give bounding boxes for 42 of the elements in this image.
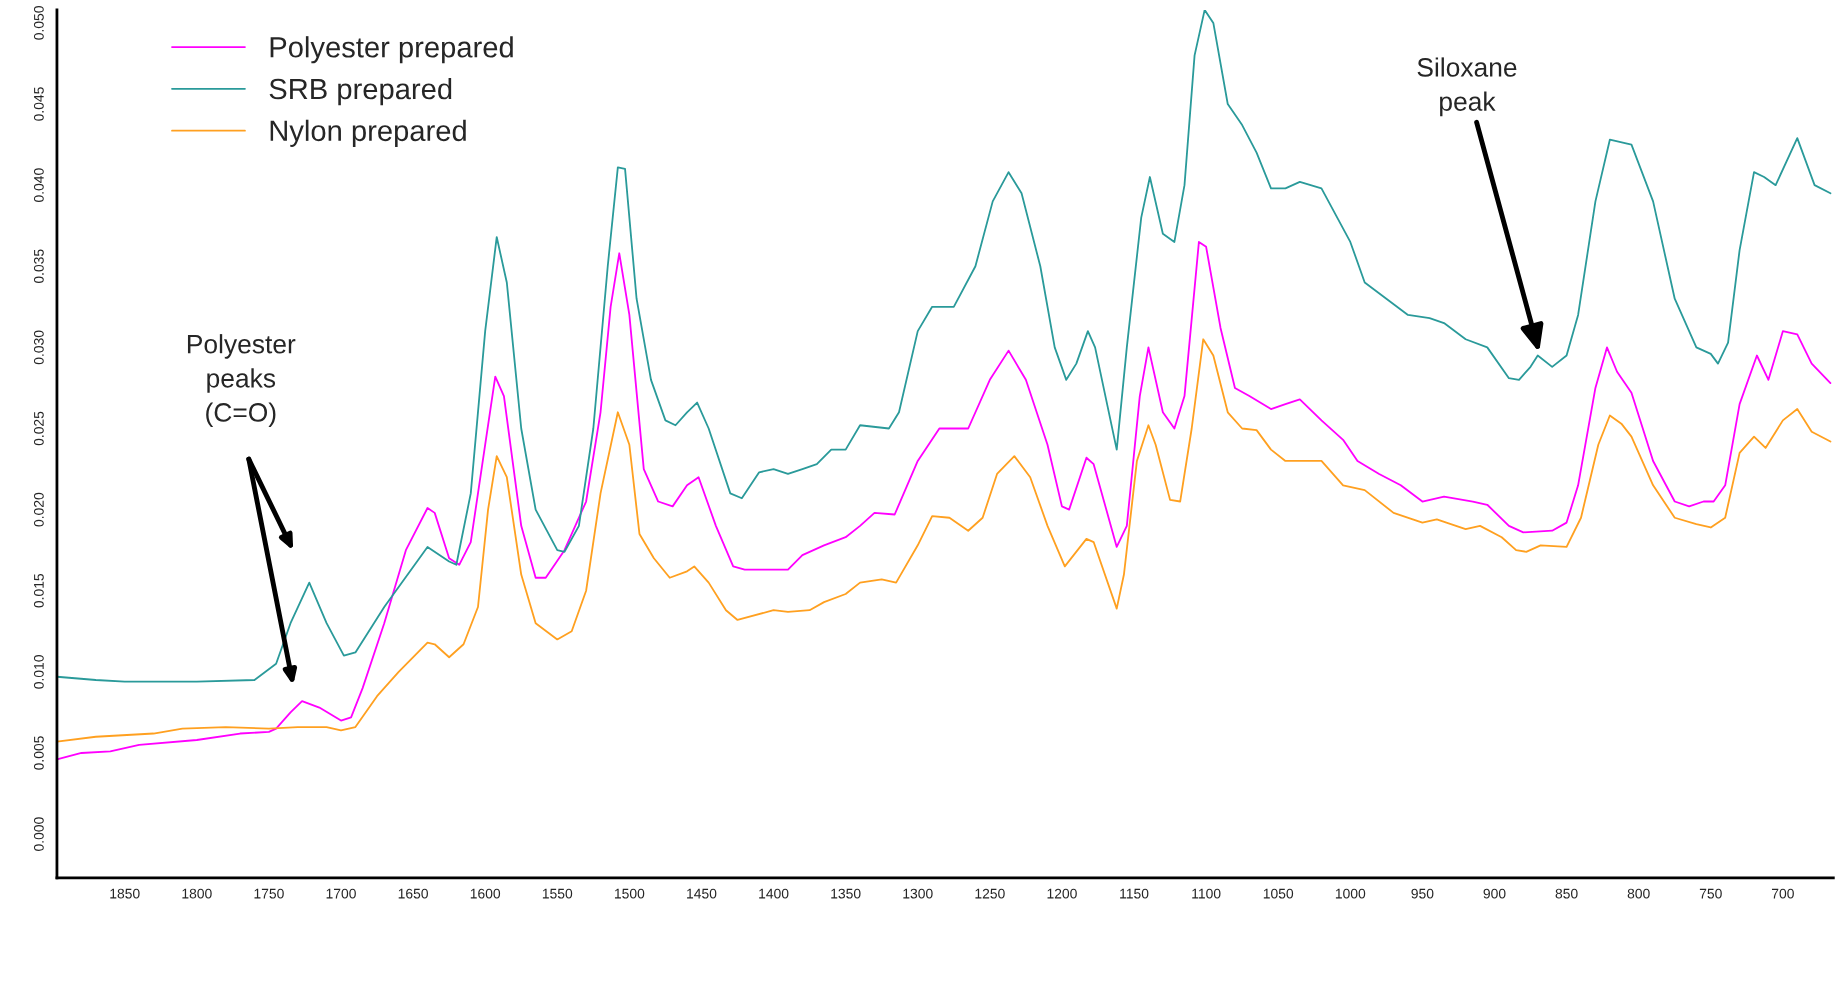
y-tick-label: 0.025 <box>33 411 44 446</box>
x-tick-label: 750 <box>1699 888 1722 899</box>
y-tick-label: 0.050 <box>33 6 44 40</box>
x-tick-label: 900 <box>1483 888 1506 899</box>
x-tick-label: 1350 <box>831 888 861 899</box>
x-tick-label: 1200 <box>1047 888 1077 899</box>
y-tick-label: 0.010 <box>33 655 44 689</box>
annotation: Siloxane peak <box>1417 57 1517 117</box>
x-tick-label: 1650 <box>398 888 428 899</box>
x-tick-label: 1050 <box>1263 888 1294 899</box>
x-tick-label: 800 <box>1627 888 1650 899</box>
x-tick-label: 700 <box>1771 888 1794 899</box>
x-tick-label: 1450 <box>687 888 717 899</box>
x-tick-label: 1800 <box>182 888 212 899</box>
x-tick-label: 1600 <box>470 888 501 899</box>
y-tick-label: 0.000 <box>33 817 44 851</box>
x-tick-label: 1550 <box>542 888 573 899</box>
x-tick-label: 1300 <box>903 888 933 899</box>
x-tick-label: 1850 <box>110 888 140 899</box>
y-tick-label: 0.035 <box>33 249 44 284</box>
y-tick-label: 0.030 <box>33 330 44 365</box>
x-tick-label: 1700 <box>326 888 356 899</box>
y-tick-label: 0.005 <box>33 736 44 770</box>
y-tick-label: 0.040 <box>33 168 44 202</box>
x-tick-label: 1150 <box>1120 888 1149 899</box>
line-series <box>56 241 1832 761</box>
y-tick-label: 0.020 <box>33 492 44 527</box>
x-tick-label: 1400 <box>759 888 789 899</box>
line-series <box>56 9 1832 683</box>
legend-label: Polyester prepared <box>270 36 513 64</box>
x-tick-label: 1100 <box>1192 888 1221 899</box>
x-tick-label: 1500 <box>614 888 645 899</box>
x-tick-label: 850 <box>1555 888 1578 899</box>
legend-label: SRB prepared <box>269 77 452 106</box>
y-tick-label: 0.015 <box>33 573 44 608</box>
legend-label: Nylon prepared <box>270 119 466 147</box>
x-tick-label: 950 <box>1411 888 1434 899</box>
x-tick-label: 1750 <box>254 888 284 899</box>
y-tick-label: 0.045 <box>33 87 44 121</box>
x-tick-label: 1000 <box>1335 888 1366 899</box>
annotation: Polyester peaks (C=O) <box>187 334 296 427</box>
x-tick-label: 1250 <box>975 888 1005 899</box>
